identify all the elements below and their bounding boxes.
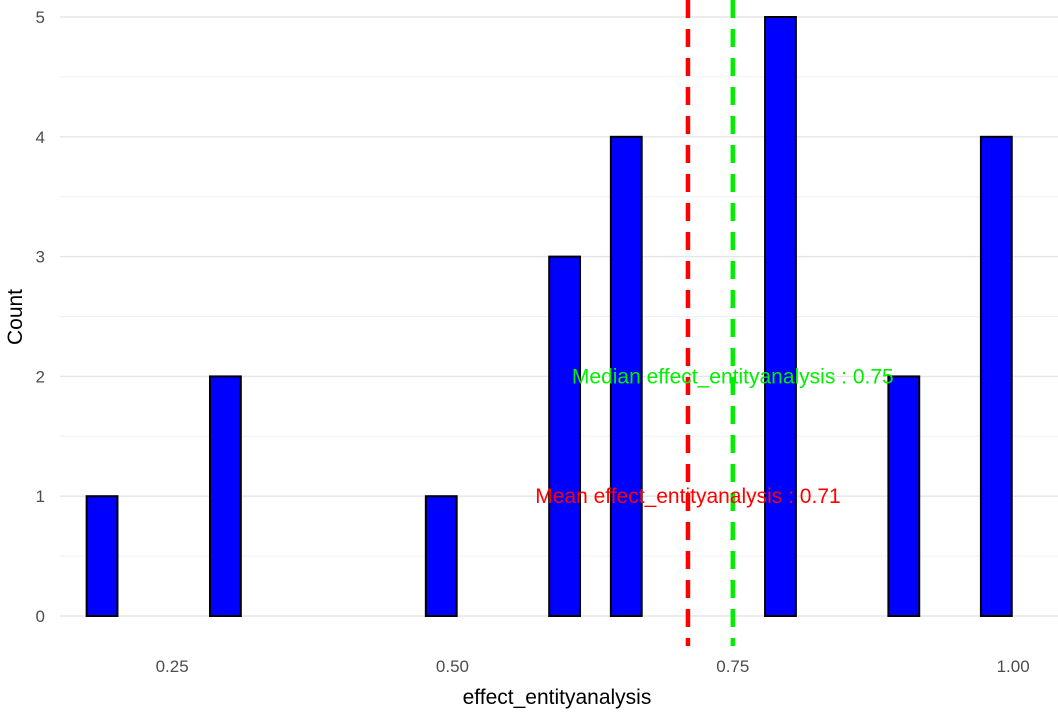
y-tick-labels: 0 1 2 3 4 5	[36, 8, 45, 626]
annotation-label: Mean effect_entityanalysis : 0.71	[535, 485, 840, 508]
y-tick-label: 3	[36, 248, 45, 267]
y-tick-label: 0	[36, 607, 45, 626]
histogram-bar	[85, 495, 119, 618]
histogram-bar	[764, 16, 797, 617]
y-tick-label: 5	[36, 8, 45, 27]
y-tick-label: 4	[36, 128, 45, 147]
x-tick-label: 0.75	[716, 657, 749, 676]
histogram-bar	[548, 255, 582, 617]
histogram-bar	[424, 495, 458, 618]
y-tick-label: 2	[36, 367, 45, 386]
x-tick-label: 0.25	[156, 657, 189, 676]
x-tick-labels: 0.25 0.50 0.75 1.00	[156, 657, 1030, 676]
bars-layer	[85, 16, 1013, 618]
annotations-layer: Median effect_entityanalysis : 0.75 Mean …	[535, 365, 893, 508]
histogram-bar	[609, 135, 643, 618]
histogram-bar	[887, 375, 921, 617]
y-axis-title: Count	[4, 289, 27, 345]
reference-lines-layer	[685, 0, 736, 646]
annotation-label: Median effect_entityanalysis : 0.75	[572, 365, 894, 388]
x-axis-title: effect_entityanalysis	[463, 686, 652, 709]
histogram-bar	[208, 375, 242, 617]
x-tick-label: 0.50	[436, 657, 469, 676]
histogram-bar	[979, 135, 1013, 618]
x-tick-label: 1.00	[997, 657, 1030, 676]
y-tick-label: 1	[36, 487, 45, 506]
